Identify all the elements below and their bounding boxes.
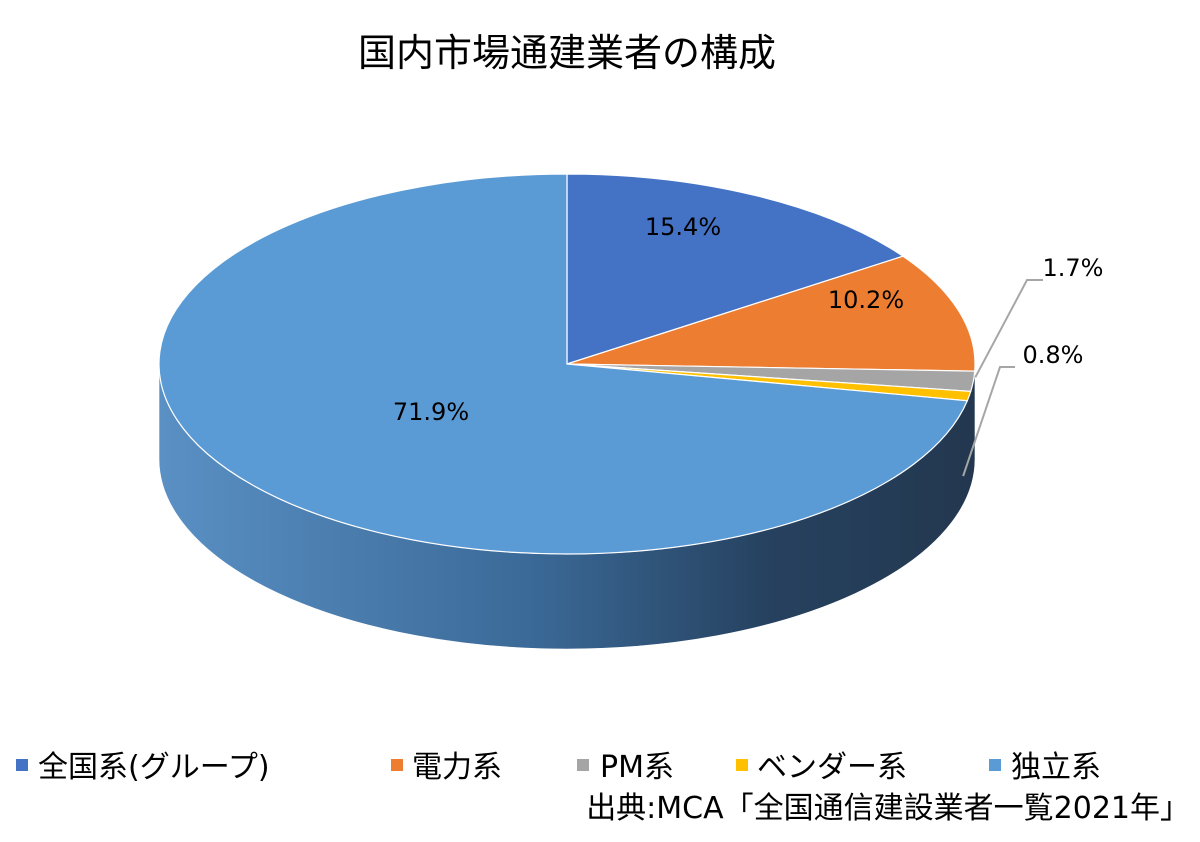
- legend-label-dokuritsu: 独立系: [1011, 750, 1101, 785]
- pie-slice-dokuritsu: [158, 173, 969, 555]
- legend-swatch-denryoku: [391, 759, 403, 771]
- legend-label-zenkoku: 全国系(グループ): [38, 750, 270, 785]
- legend-swatch-zenkoku: [16, 759, 28, 771]
- legend-item-denryoku: 電力系: [391, 750, 502, 785]
- leader-line-pm: [974, 279, 1043, 378]
- legend-item-pm: PM系: [577, 750, 674, 785]
- legend-label-vendor: ベンダー系: [757, 750, 907, 785]
- legend-swatch-dokuritsu: [989, 759, 1001, 771]
- legend-item-zenkoku: 全国系(グループ): [16, 750, 270, 785]
- legend-label-pm: PM系: [600, 750, 674, 785]
- pie-slice-zenkoku: [566, 173, 905, 365]
- legend: 全国系(グループ) 電力系 PM系 ベンダー系 独立系: [16, 750, 1101, 785]
- legend-item-dokuritsu: 独立系: [989, 750, 1101, 785]
- data-label-dokuritsu: 71.9%: [393, 398, 469, 426]
- data-labels: 15.4% 10.2% 1.7% 0.8% 71.9%: [393, 213, 1104, 426]
- data-label-denryoku: 10.2%: [828, 286, 904, 314]
- source-note: 出典:MCA「全国通信建設業者一覧2021年」: [586, 791, 1190, 826]
- pie-slice-denryoku: [566, 255, 976, 372]
- pie-slices: [158, 173, 976, 555]
- leader-lines: [962, 279, 1043, 477]
- chart-title: 国内市場通建業者の構成: [358, 31, 776, 75]
- data-label-vendor: 0.8%: [1023, 341, 1084, 369]
- legend-label-denryoku: 電力系: [412, 750, 502, 785]
- legend-swatch-vendor: [736, 759, 748, 771]
- data-label-zenkoku: 15.4%: [645, 213, 721, 241]
- legend-swatch-pm: [577, 759, 589, 771]
- legend-item-vendor: ベンダー系: [736, 750, 907, 785]
- data-label-pm: 1.7%: [1043, 254, 1104, 282]
- leader-line-vendor: [962, 366, 1015, 477]
